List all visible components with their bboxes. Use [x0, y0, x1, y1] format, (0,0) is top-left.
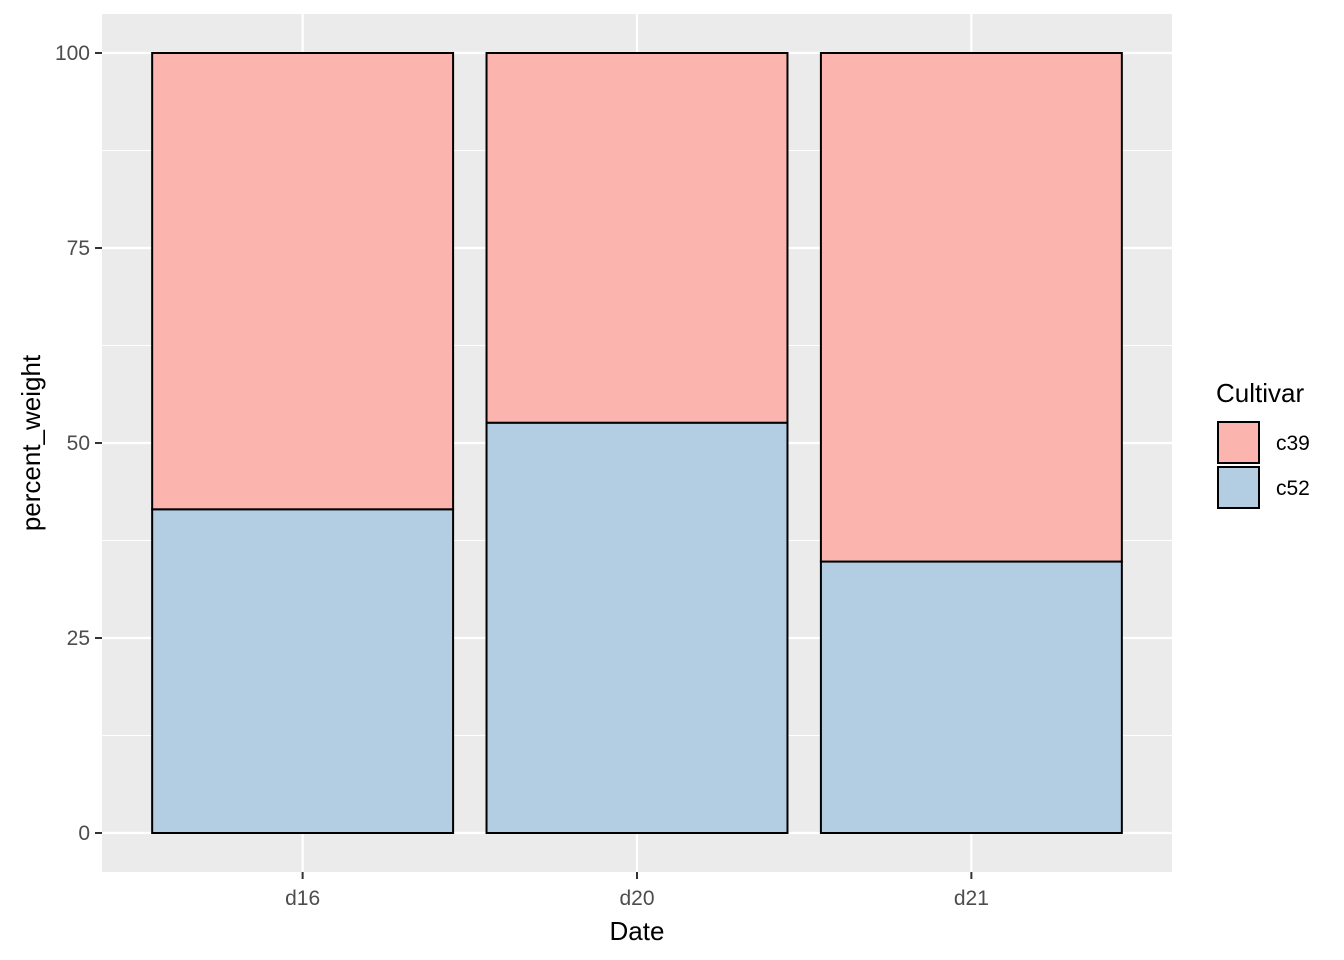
legend-label-c52: c52 [1276, 477, 1310, 500]
legend: Cultivar c39 c52 [1216, 378, 1310, 509]
x-tick-label: d20 [619, 887, 654, 910]
y-axis-title: percent_weight [16, 354, 46, 531]
legend-title: Cultivar [1216, 378, 1304, 408]
x-axis: d16 d20 d21 [285, 872, 989, 910]
y-tick-label: 0 [78, 822, 90, 845]
y-tick-label: 25 [67, 627, 90, 650]
bars [151, 52, 1123, 834]
legend-swatch-c52 [1217, 466, 1260, 509]
legend-label-c39: c39 [1276, 432, 1310, 455]
bar-segment-c52-d21 [819, 560, 1123, 834]
legend-swatch-c39 [1217, 421, 1260, 464]
y-tick-label: 50 [67, 432, 90, 455]
bar-segment-c52-d16 [151, 508, 455, 834]
x-tick-label: d16 [285, 887, 320, 910]
x-tick-label: d21 [954, 887, 989, 910]
y-tick-label: 75 [67, 237, 90, 260]
bar-segment-c39-d20 [485, 52, 789, 424]
y-axis: 0 25 50 75 100 [55, 42, 102, 845]
bar-segment-c39-d16 [151, 52, 455, 511]
bar-segment-c52-d20 [485, 421, 789, 834]
x-axis-title: Date [610, 916, 665, 946]
y-tick-label: 100 [55, 42, 90, 65]
bar-segment-c39-d21 [819, 52, 1123, 563]
